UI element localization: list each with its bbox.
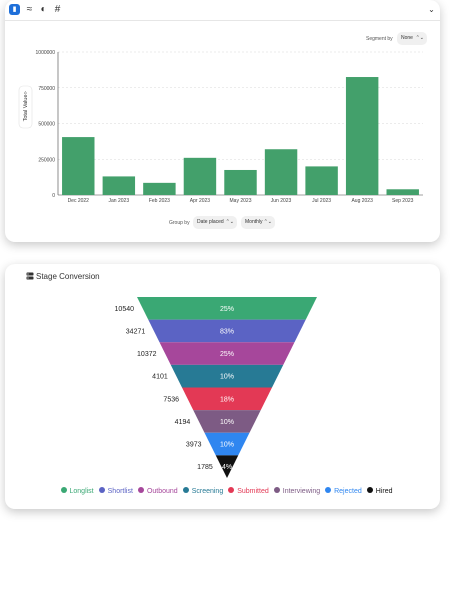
legend-dot <box>228 487 235 494</box>
funnel-segment <box>182 387 272 411</box>
funnel-legend: Longlist Shortlist Outbound Screening Submit… <box>0 487 453 497</box>
legend-dot <box>366 487 373 494</box>
funnel-segment <box>193 410 261 433</box>
funnel-count-label: 1785 <box>197 464 213 471</box>
legend-dot <box>273 487 280 494</box>
legend-dot <box>325 487 332 494</box>
x-tick-label: Aug 2023 <box>351 198 373 204</box>
x-tick-label: Dec 2022 <box>68 198 90 204</box>
y-axis-title-pill <box>18 85 33 129</box>
y-tick-label: 1000000 <box>36 50 56 56</box>
segment-by-value: None <box>401 35 413 41</box>
funnel-percent-label: 83% <box>220 328 234 335</box>
legend-label: Hired <box>375 488 393 495</box>
funnel-segment <box>137 297 317 320</box>
funnel-segment <box>204 432 250 456</box>
legend-item[interactable]: Rejected <box>325 487 362 497</box>
legend-item[interactable]: Longlist <box>60 487 94 497</box>
funnel-count-label: 7536 <box>163 396 179 403</box>
y-tick-label: 0 <box>52 193 55 199</box>
x-tick-label: Feb 2023 <box>149 198 170 204</box>
x-tick-label: Jun 2023 <box>271 198 292 204</box>
funnel-percent-label: 10% <box>220 374 234 381</box>
funnel-count-label: 4101 <box>152 374 168 381</box>
funnel-title: Stage Conversion <box>36 272 100 281</box>
funnel-percent-label: 25% <box>220 306 234 313</box>
funnel-percent-label: 25% <box>220 351 234 358</box>
funnel-count-label: 3973 <box>186 442 202 449</box>
group-by-interval-select[interactable]: Monthly ⌃⌄ <box>241 216 275 229</box>
bar <box>345 77 379 195</box>
x-tick-label: Sep 2023 <box>392 198 414 204</box>
updown-icon: ⌃⌄ <box>225 219 234 225</box>
legend-dot <box>98 487 105 494</box>
segment-by-select[interactable]: None ⌃⌄ <box>397 32 427 45</box>
bar <box>183 157 217 195</box>
legend-item[interactable]: Shortlist <box>98 487 133 497</box>
funnel-count-label: 10372 <box>137 351 157 358</box>
x-tick-label: May 2023 <box>230 198 252 204</box>
legend-label: Screening <box>191 488 224 495</box>
y-tick-label: 500000 <box>38 122 55 128</box>
x-tick-label: Apr 2023 <box>190 198 211 204</box>
bar-chart-icon[interactable]: ▮ <box>9 4 20 15</box>
funnel-percent-label: 10% <box>220 442 234 449</box>
legend-label: Outbound <box>146 488 178 495</box>
funnel-percent-label: 18% <box>220 396 234 403</box>
group-by-field-select[interactable]: Date placed ⌃⌄ <box>193 216 237 229</box>
legend-label: Submitted <box>237 488 269 495</box>
y-tick-label: 250000 <box>38 157 55 163</box>
funnel-segment <box>170 364 284 388</box>
bar <box>62 137 95 195</box>
funnel-count-label: 4194 <box>175 419 191 426</box>
group-by-interval-value: Monthly <box>245 219 263 225</box>
legend-label: Longlist <box>69 488 94 495</box>
legend-item[interactable]: Submitted <box>228 487 269 497</box>
pie-chart-icon[interactable]: ◐ <box>40 4 47 15</box>
legend-item[interactable]: Outbound <box>137 487 178 497</box>
y-tick-label: 750000 <box>38 86 55 92</box>
funnel-count-label: 10540 <box>115 306 135 313</box>
funnel-segment <box>159 342 295 365</box>
funnel-percent-label: 10% <box>220 419 234 426</box>
legend-item[interactable]: Screening <box>182 487 224 497</box>
legend-dot <box>60 487 67 494</box>
updown-icon: ⌃⌄ <box>415 35 424 41</box>
line-chart-icon[interactable]: ≈ <box>26 4 33 15</box>
legend-label: Shortlist <box>107 488 133 495</box>
bar <box>224 169 257 195</box>
y-axis-title: Total Value <box>23 95 29 122</box>
chart-type-toolbar: ▮ ≈ ◐ # ⌄ <box>5 0 440 21</box>
x-tick-label: Jul 2023 <box>312 198 331 204</box>
funnel-count-label: 34271 <box>126 328 146 335</box>
updown-icon: ⌃⌄ <box>263 219 272 225</box>
legend-item[interactable]: Interviewing <box>273 487 321 497</box>
table-icon <box>26 272 34 280</box>
funnel-segment <box>215 455 239 478</box>
legend-item[interactable]: Hired <box>366 487 393 497</box>
funnel-percent-label: 4% <box>222 464 232 471</box>
group-by-label: Group by <box>169 220 190 226</box>
bar <box>305 166 338 195</box>
bar <box>264 149 298 195</box>
legend-label: Rejected <box>334 488 362 495</box>
group-by-field-value: Date placed <box>197 219 224 225</box>
bar <box>386 189 419 195</box>
legend-dot <box>137 487 144 494</box>
bar <box>143 182 176 195</box>
funnel-segment <box>148 319 306 343</box>
legend-label: Interviewing <box>282 488 321 495</box>
segment-by-label: Segment by <box>366 36 393 42</box>
updown-icon: ‹› <box>23 91 29 95</box>
bar <box>102 176 136 195</box>
hash-icon[interactable]: # <box>54 4 61 15</box>
legend-dot <box>182 487 189 494</box>
chevron-down-icon[interactable]: ⌄ <box>428 5 435 14</box>
x-tick-label: Jan 2023 <box>109 198 130 204</box>
